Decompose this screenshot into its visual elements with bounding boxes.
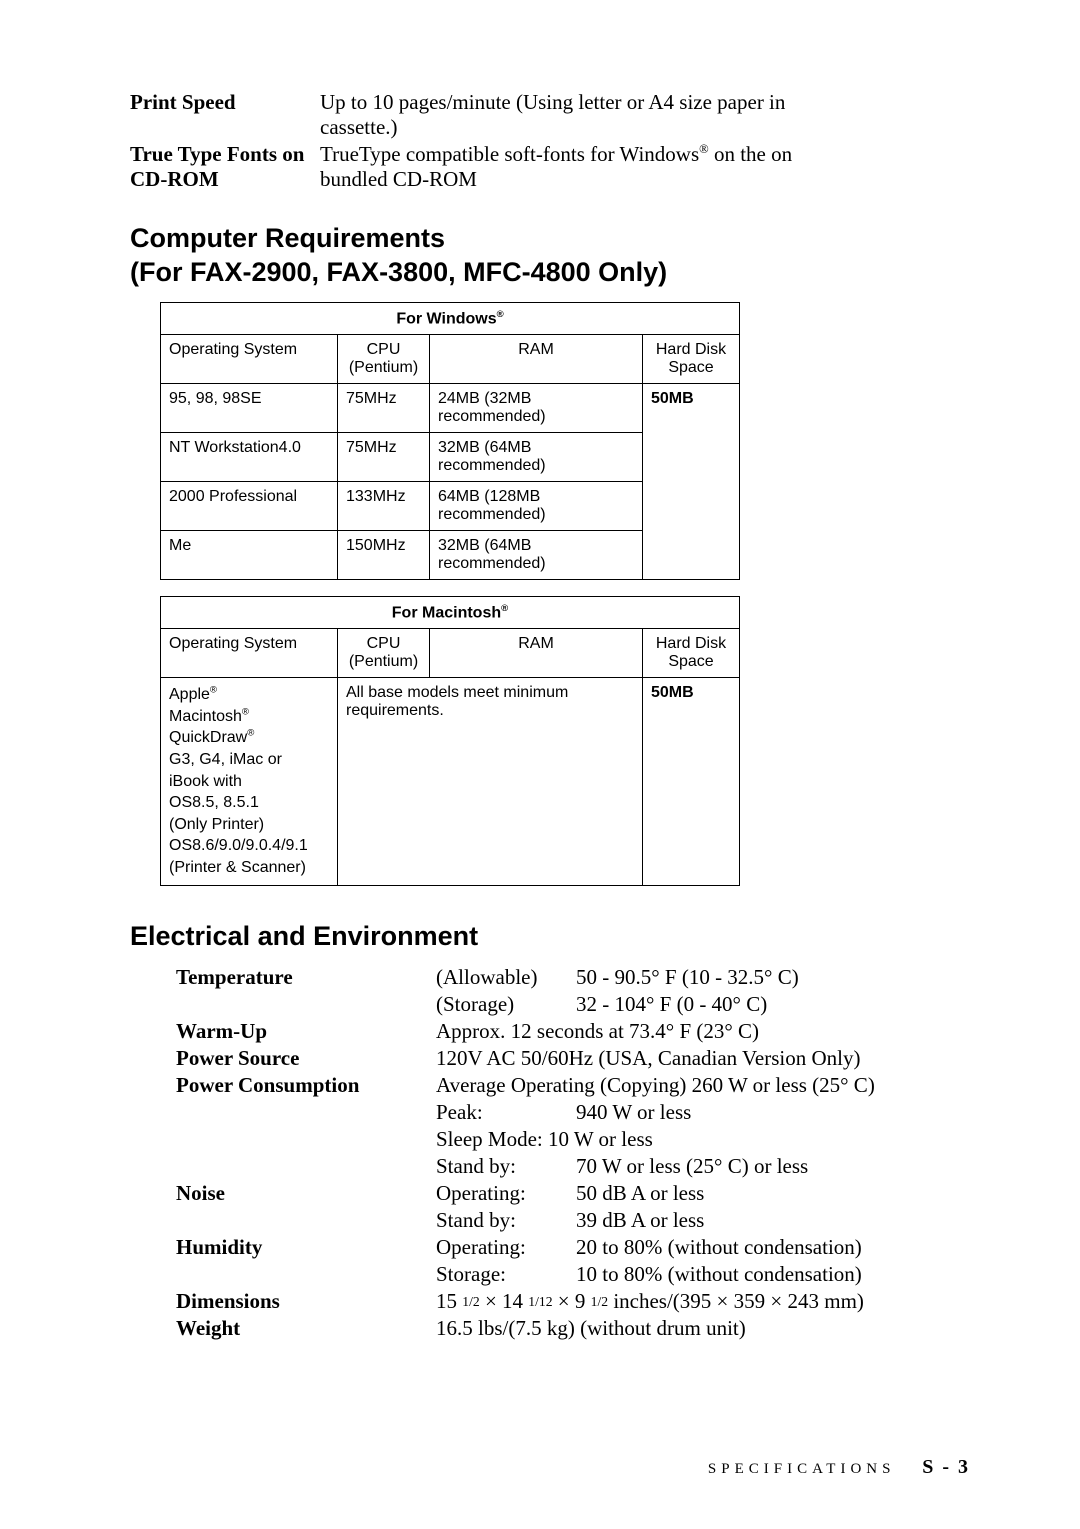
power-cons-standby-val: 70 W or less (25° C) or less — [576, 1154, 970, 1179]
humidity-st-key: Storage: — [436, 1262, 576, 1287]
win-row-1-cpu: 75MHz — [338, 432, 430, 481]
warmup-val: Approx. 12 seconds at 73.4° F (23° C) — [436, 1019, 970, 1044]
power-cons-standby-key: Stand by: — [436, 1154, 576, 1179]
win-row-0-ram: 24MB (32MB recommended) — [430, 383, 643, 432]
win-row-1-os: NT Workstation4.0 — [161, 432, 338, 481]
print-speed-value: Up to 10 pages/minute (Using letter or A… — [320, 90, 970, 140]
col-cpu: CPU(Pentium) — [338, 334, 430, 383]
electrical-environment-heading: Electrical and Environment — [130, 920, 970, 954]
temperature-label: Temperature — [176, 965, 436, 990]
power-cons-label: Power Consumption — [176, 1073, 436, 1098]
power-cons-peak-key: Peak: — [436, 1100, 576, 1125]
win-disk: 50MB — [643, 383, 740, 579]
win-row-3-ram: 32MB (64MB recommended) — [430, 530, 643, 579]
mac-col-disk: Hard DiskSpace — [643, 629, 740, 678]
windows-requirements-table: For Windows® Operating System CPU(Pentiu… — [160, 302, 740, 580]
noise-sb-key: Stand by: — [436, 1208, 576, 1233]
mac-col-ram: RAM — [430, 629, 643, 678]
humidity-op-key: Operating: — [436, 1235, 576, 1260]
footer-text: SPECIFICATIONS — [708, 1461, 896, 1477]
col-os: Operating System — [161, 334, 338, 383]
mac-requirements-table: For Macintosh® Operating System CPU(Pent… — [160, 596, 740, 886]
warmup-label: Warm-Up — [176, 1019, 436, 1044]
humidity-op-val: 20 to 80% (without condensation) — [576, 1235, 970, 1260]
mac-ram: All base models meet minimum requirement… — [338, 678, 643, 885]
dimensions-val: 15 1/2 × 14 1/12 × 9 1/2 inches/(395 × 3… — [436, 1289, 970, 1314]
col-ram: RAM — [430, 334, 643, 383]
temperature-allow-val: 50 - 90.5° F (10 - 32.5° C) — [576, 965, 970, 990]
print-speed-label: Print Speed — [130, 90, 320, 140]
footer-page: S - 3 — [922, 1456, 970, 1478]
win-row-2-ram: 64MB (128MB recommended) — [430, 481, 643, 530]
page-footer: SPECIFICATIONS S - 3 — [708, 1456, 970, 1479]
power-source-val: 120V AC 50/60Hz (USA, Canadian Version O… — [436, 1046, 970, 1071]
weight-val: 16.5 lbs/(7.5 kg) (without drum unit) — [436, 1316, 970, 1341]
noise-op-val: 50 dB A or less — [576, 1181, 970, 1206]
power-source-label: Power Source — [176, 1046, 436, 1071]
noise-op-key: Operating: — [436, 1181, 576, 1206]
temperature-allow-key: (Allowable) — [436, 965, 576, 990]
temperature-store-val: 32 - 104° F (0 - 40° C) — [576, 992, 970, 1017]
win-row-2-os: 2000 Professional — [161, 481, 338, 530]
win-row-2-cpu: 133MHz — [338, 481, 430, 530]
col-disk: Hard DiskSpace — [643, 334, 740, 383]
noise-label: Noise — [176, 1181, 436, 1206]
mac-os: Apple®Macintosh®QuickDraw®G3, G4, iMac o… — [161, 678, 338, 885]
win-row-0-cpu: 75MHz — [338, 383, 430, 432]
dimensions-label: Dimensions — [176, 1289, 436, 1314]
mac-disk: 50MB — [643, 678, 740, 885]
win-row-3-cpu: 150MHz — [338, 530, 430, 579]
win-row-1-ram: 32MB (64MB recommended) — [430, 432, 643, 481]
weight-label: Weight — [176, 1316, 436, 1341]
ttf-value: TrueType compatible soft-fonts for Windo… — [320, 142, 970, 192]
windows-caption: For Windows® — [161, 302, 740, 334]
noise-sb-val: 39 dB A or less — [576, 1208, 970, 1233]
mac-caption: For Macintosh® — [161, 596, 740, 628]
power-cons-sleep: Sleep Mode: 10 W or less — [436, 1127, 970, 1152]
power-cons-avg: Average Operating (Copying) 260 W or les… — [436, 1073, 970, 1098]
ttf-label: True Type Fonts on CD-ROM — [130, 142, 320, 192]
power-cons-peak-val: 940 W or less — [576, 1100, 970, 1125]
humidity-st-val: 10 to 80% (without condensation) — [576, 1262, 970, 1287]
win-row-3-os: Me — [161, 530, 338, 579]
computer-requirements-heading: Computer Requirements (For FAX-2900, FAX… — [130, 222, 970, 290]
humidity-label: Humidity — [176, 1235, 436, 1260]
temperature-store-key: (Storage) — [436, 992, 576, 1017]
mac-col-cpu: CPU(Pentium) — [338, 629, 430, 678]
win-row-0-os: 95, 98, 98SE — [161, 383, 338, 432]
mac-col-os: Operating System — [161, 629, 338, 678]
